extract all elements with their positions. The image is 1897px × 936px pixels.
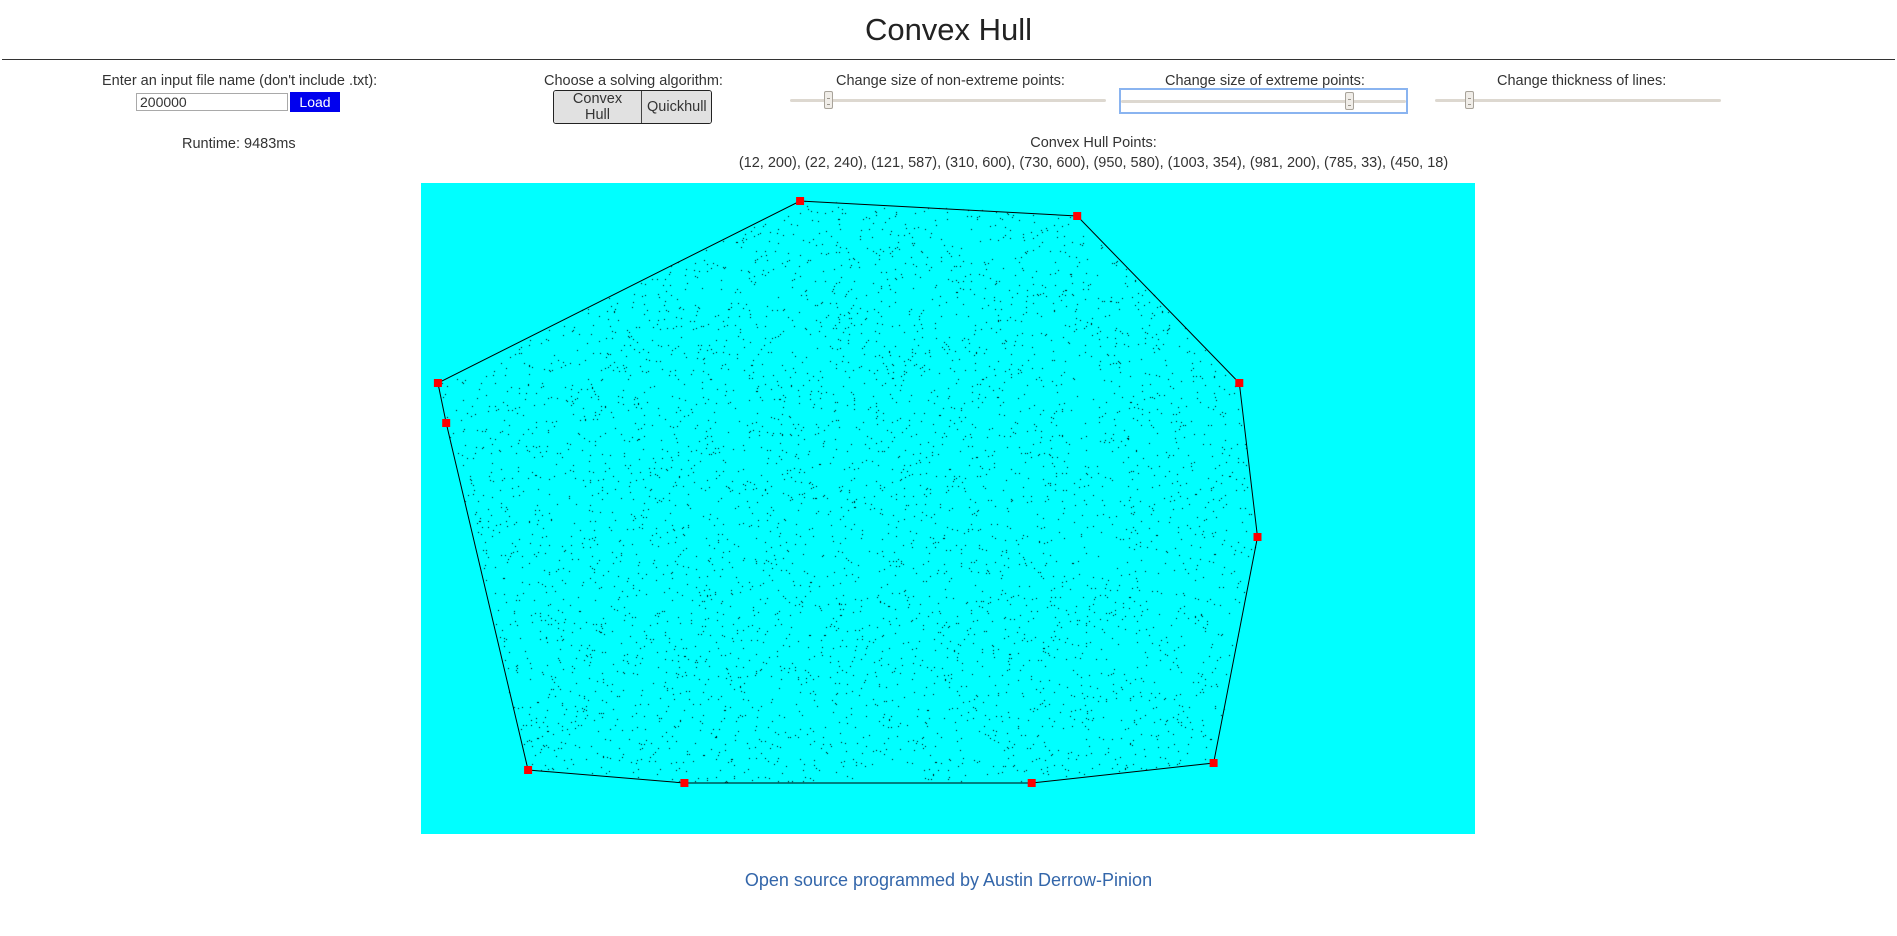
slider-thumb[interactable] xyxy=(1345,92,1354,110)
file-input-label: Enter an input file name (don't include … xyxy=(102,73,378,89)
hull-drawing-canvas xyxy=(421,183,1475,834)
page-title: Convex Hull xyxy=(864,12,1033,47)
extreme-size-slider[interactable] xyxy=(1119,88,1408,114)
non-extreme-size-slider[interactable] xyxy=(790,89,1106,113)
extreme-point xyxy=(442,419,451,427)
hull-overlay xyxy=(433,197,1262,787)
extreme-point xyxy=(1027,779,1036,787)
convex-hull-button[interactable]: Convex Hull xyxy=(554,91,642,123)
non-extreme-size-label: Change size of non-extreme points: xyxy=(836,73,1065,89)
extreme-point xyxy=(1235,379,1244,387)
hull-points-label: Convex Hull Points: xyxy=(1030,135,1157,151)
extreme-point xyxy=(433,379,442,387)
slider-track xyxy=(790,99,1106,102)
extreme-point xyxy=(1209,759,1218,767)
hull-canvas[interactable] xyxy=(421,183,1475,834)
algorithm-button-group: Convex Hull Quickhull xyxy=(553,90,712,124)
extreme-point xyxy=(796,197,805,205)
slider-thumb[interactable] xyxy=(824,91,833,109)
hull-outline xyxy=(437,200,1259,784)
extreme-size-label: Change size of extreme points: xyxy=(1165,73,1365,89)
quickhull-button[interactable]: Quickhull xyxy=(642,91,711,123)
extreme-point xyxy=(1073,212,1082,220)
slider-track xyxy=(1121,100,1406,103)
algorithm-label: Choose a solving algorithm: xyxy=(544,73,723,89)
extreme-point xyxy=(1253,533,1262,541)
slider-track xyxy=(1435,99,1721,102)
source-credit-link[interactable]: Open source programmed by Austin Derrow-… xyxy=(744,870,1153,890)
line-thickness-label: Change thickness of lines: xyxy=(1497,73,1667,89)
load-button[interactable]: Load xyxy=(290,92,340,112)
file-name-input[interactable] xyxy=(136,93,288,111)
slider-thumb[interactable] xyxy=(1465,91,1474,109)
runtime-readout: Runtime: 9483ms xyxy=(182,136,296,152)
header-divider xyxy=(2,59,1895,60)
hull-points-list: (12, 200), (22, 240), (121, 587), (310, … xyxy=(738,155,1449,171)
extreme-point xyxy=(680,779,689,787)
extreme-point xyxy=(524,766,533,774)
line-thickness-slider[interactable] xyxy=(1435,89,1721,113)
